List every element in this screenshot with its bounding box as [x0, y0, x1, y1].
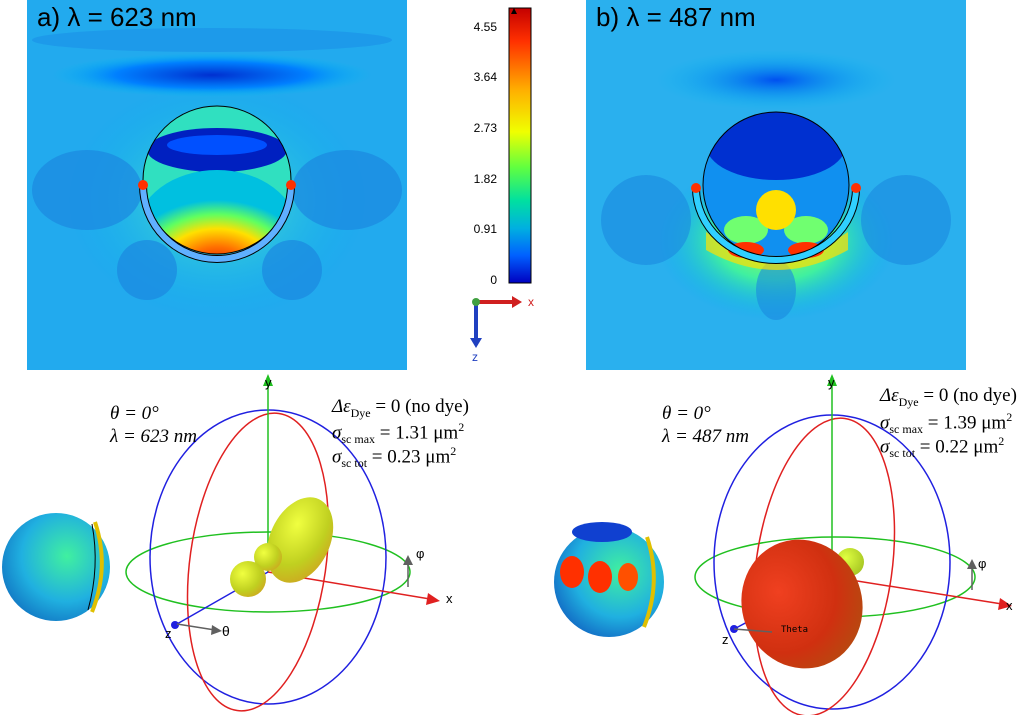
colorbar-tick-label: 0.91 — [473, 222, 497, 237]
colorbar-tick-label: 2.73 — [473, 120, 497, 135]
pattern-b-delta-eps: ΔεDye = 0 (no dye) — [880, 385, 1017, 409]
pattern-b-lambda-text: λ = 487 nm — [662, 426, 750, 447]
panel-b-title: b) λ = 487 nm — [596, 2, 756, 32]
pattern-a-delta-eps: ΔεDye = 0 (no dye) — [332, 396, 469, 420]
pattern-b-x-label: x — [1006, 598, 1013, 613]
scatter-pattern-b — [554, 374, 1012, 715]
colorbar — [508, 7, 532, 284]
colorbar-tick-label: 0 — [490, 273, 497, 287]
pattern-a-x-label: x — [446, 591, 453, 606]
pattern-a-lambda-text: λ = 623 nm — [110, 426, 198, 447]
field-map-a — [27, 0, 407, 370]
pattern-a-theta-text: θ = 0° — [110, 403, 159, 424]
colorbar-tick-label: 1.82 — [473, 171, 497, 186]
pattern-a-sigma-max: σsc max = 1.31 μm2 — [332, 420, 465, 447]
pattern-a-y-label: y — [265, 375, 272, 390]
panel-a-title: a) λ = 623 nm — [37, 2, 197, 32]
pattern-b-theta-text: θ = 0° — [662, 403, 711, 424]
pattern-a-z-label: z — [165, 626, 172, 641]
scatter-pattern-a — [2, 374, 440, 712]
pattern-b-theta-label: Theta — [781, 625, 809, 635]
pattern-b-sigma-max: σsc max = 1.39 μm2 — [880, 410, 1013, 437]
pattern-b-z-label: z — [722, 632, 729, 647]
pattern-a-theta-label: θ — [222, 623, 230, 639]
triad-z-label: z — [472, 350, 478, 364]
field-map-b — [586, 0, 966, 370]
pattern-b-y-label: y — [828, 375, 835, 390]
pattern-b-phi-label: φ — [978, 556, 987, 571]
pattern-b-sigma-tot: σsc tot = 0.22 μm2 — [880, 434, 1005, 461]
colorbar-tick-label: 4.55 — [473, 19, 497, 34]
view-axis-triad — [470, 296, 522, 348]
pattern-a-sigma-tot: σsc tot = 0.23 μm2 — [332, 444, 457, 471]
colorbar-tick-label: 3.64 — [473, 70, 497, 85]
triad-x-label: x — [528, 295, 534, 309]
pattern-a-phi-label: φ — [416, 546, 425, 561]
